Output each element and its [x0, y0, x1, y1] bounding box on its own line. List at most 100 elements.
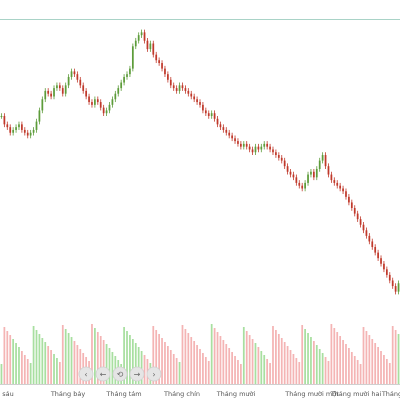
- candle-body: [175, 88, 178, 91]
- chevron-left-button[interactable]: ‹: [78, 366, 94, 382]
- x-tick-label: Tháng mười: [216, 390, 256, 398]
- volume-bar: [76, 345, 79, 384]
- volume-bar: [111, 352, 114, 384]
- arrow-right-button[interactable]: →: [129, 366, 145, 382]
- x-tick-label: Tháng mười hai: [330, 390, 382, 398]
- candle-body: [307, 174, 309, 183]
- volume-bar: [228, 348, 231, 384]
- candle-body: [94, 99, 96, 105]
- candle-body: [70, 71, 73, 77]
- volume-bar: [47, 346, 50, 384]
- arrow-left-button[interactable]: ←: [95, 366, 111, 382]
- candle-body: [348, 196, 350, 203]
- candle-body: [269, 146, 271, 150]
- candle-body: [91, 102, 93, 105]
- candle-body: [362, 224, 365, 231]
- candle-body: [0, 116, 3, 117]
- chevron-right-button[interactable]: ›: [146, 366, 162, 382]
- chart-navigation: ‹ ← ⟲ → ›: [78, 366, 162, 382]
- candle-body: [225, 129, 228, 133]
- volume-bar: [38, 334, 41, 384]
- candle-body: [350, 202, 353, 208]
- candle-body: [280, 157, 283, 161]
- volume-bar: [129, 335, 131, 384]
- candle-body: [374, 247, 377, 253]
- volume-bar: [292, 354, 295, 384]
- candle-body: [58, 85, 61, 89]
- candle-body: [242, 143, 245, 147]
- volume-bar: [202, 353, 204, 384]
- volume-bar: [152, 326, 155, 384]
- candle-body: [210, 113, 213, 116]
- candle-body: [377, 252, 379, 259]
- volume-bar: [237, 360, 239, 384]
- candle-body: [41, 99, 44, 111]
- reset-button[interactable]: ⟲: [112, 366, 128, 382]
- candle-body: [12, 129, 15, 133]
- candle-body: [67, 76, 70, 86]
- candle-body: [397, 283, 400, 292]
- candle-body: [9, 127, 12, 133]
- volume-bar: [225, 344, 228, 384]
- volume-bar: [12, 339, 15, 384]
- candle-body: [172, 85, 175, 89]
- volume-bar: [184, 329, 187, 384]
- candle-body: [234, 138, 236, 142]
- candle-body: [318, 160, 321, 169]
- x-tick-label: sáu: [2, 390, 14, 398]
- candle-body: [222, 127, 225, 130]
- volume-bar: [342, 340, 344, 384]
- volume-bar: [310, 337, 312, 384]
- candle-body: [385, 269, 388, 275]
- volume-bar: [348, 348, 350, 384]
- candle-body: [61, 88, 64, 94]
- volume-bar: [374, 343, 377, 384]
- volume-bar: [312, 341, 315, 384]
- volume-bar: [345, 344, 347, 384]
- volume-bar: [307, 333, 309, 384]
- volume-bar: [155, 330, 158, 384]
- candle-body: [336, 182, 339, 186]
- candle-body: [152, 43, 155, 55]
- chevron-right-icon: ›: [152, 370, 155, 379]
- volume-bar: [167, 346, 169, 384]
- volume-bar: [204, 357, 207, 384]
- volume-bar: [108, 348, 111, 384]
- volume-bar: [245, 331, 248, 384]
- candle-body: [383, 263, 385, 270]
- chevron-left-icon: ‹: [84, 370, 87, 379]
- volume-bar: [222, 340, 225, 384]
- candle-body: [126, 74, 128, 77]
- volume-bar: [94, 328, 96, 384]
- candle-body: [292, 174, 295, 178]
- volume-bar: [102, 340, 105, 384]
- volume-bar: [137, 347, 140, 384]
- reset-icon: ⟲: [117, 370, 124, 379]
- candle-body: [339, 185, 342, 189]
- candle-body: [85, 90, 88, 97]
- volume-bar: [18, 347, 20, 384]
- candle-body: [76, 74, 79, 80]
- candle-body: [213, 113, 216, 119]
- volume-bar: [67, 333, 70, 384]
- volume-bar: [158, 334, 160, 384]
- volume-bar: [178, 362, 181, 384]
- candle-body: [155, 54, 158, 61]
- candle-body: [199, 102, 201, 105]
- volume-bar: [15, 343, 17, 384]
- candle-body: [286, 166, 289, 172]
- x-axis-ticks: sáu Tháng bảy Tháng tám Tháng chín Tháng mườ…: [2, 390, 400, 398]
- volume-bar: [234, 356, 236, 384]
- volume-bar: [190, 337, 193, 384]
- volume-bar: [32, 326, 35, 384]
- volume-bar: [79, 349, 82, 384]
- x-tick-label: Tháng chín: [163, 390, 200, 398]
- candle-body: [123, 76, 125, 83]
- volume-bar: [394, 330, 397, 384]
- volume-bar: [397, 334, 400, 384]
- candle-body: [275, 152, 277, 156]
- volume-bar: [9, 335, 12, 384]
- volume-bar: [275, 330, 277, 384]
- x-tick-label: Tháng mười một: [284, 390, 339, 398]
